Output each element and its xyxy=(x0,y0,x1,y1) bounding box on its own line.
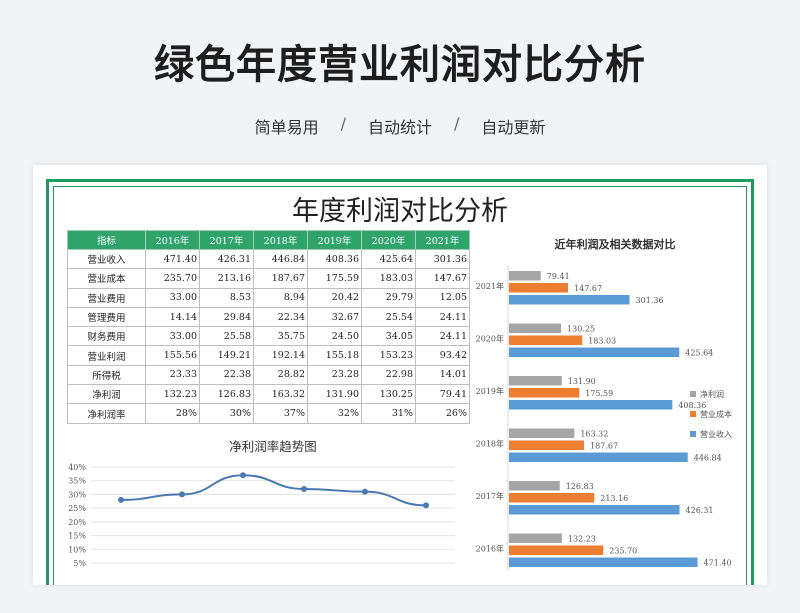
header-cell: 指标 xyxy=(67,230,146,250)
value-cell: 301.36 xyxy=(415,248,470,270)
bar-0 xyxy=(509,533,562,543)
bar-0 xyxy=(509,428,575,438)
value-cell: 79.41 xyxy=(415,384,470,405)
tag-separator: / xyxy=(454,114,460,133)
table-row: 净利润率 28% 30% 37% 32% 31% 26% xyxy=(67,403,470,424)
bar-1 xyxy=(509,440,585,450)
net-margin-point xyxy=(118,496,124,503)
legend-swatch xyxy=(690,391,696,397)
feature-tags: 简单易用 / 自动统计 / 自动更新 xyxy=(0,114,800,138)
net-margin-line xyxy=(120,474,427,507)
table-row: 管理费用 14.14 29.84 22.34 32.67 25.54 24.11 xyxy=(67,306,470,328)
bar-value-label: 126.83 xyxy=(566,482,594,491)
category-label: 2019年 xyxy=(476,386,504,396)
bar-value-label: 163.32 xyxy=(580,430,608,439)
bar-value-label: 130.25 xyxy=(567,325,595,334)
bar-0 xyxy=(509,481,560,491)
net-margin-point xyxy=(179,491,185,498)
bar-value-label: 132.23 xyxy=(568,535,596,544)
tag-separator: / xyxy=(340,114,346,133)
y-tick-label: 25% xyxy=(68,504,86,513)
tag-easy: 简单易用 xyxy=(254,118,319,137)
category-label: 2018年 xyxy=(476,439,504,449)
header-cell: 2020年 xyxy=(361,230,416,250)
bar-1 xyxy=(509,335,583,345)
category-label: 2021年 xyxy=(476,281,504,291)
bar-1 xyxy=(509,283,569,293)
y-tick-label: 30% xyxy=(68,490,86,499)
legend-label: 净利润 xyxy=(700,389,724,399)
bar-chart-title: 近年利润及相关数据对比 xyxy=(555,237,676,251)
charts-layer: 净利润率趋势图 40% 35% 30% 25% 20% 15% 10% 5% 近年利润及相关数据对… xyxy=(68,237,732,571)
bar-0 xyxy=(509,323,562,333)
bar-0 xyxy=(509,376,562,386)
tag-auto-update: 自动更新 xyxy=(481,118,546,137)
legend-swatch xyxy=(690,411,696,417)
y-tick-label: 10% xyxy=(68,545,86,554)
line-chart-title: 净利润率趋势图 xyxy=(229,439,317,454)
header-cell: 2019年 xyxy=(307,230,362,250)
sheet-title: 年度利润对比分析 xyxy=(292,196,508,227)
green-frame-inner xyxy=(53,186,747,585)
bar-value-label: 175.59 xyxy=(585,389,613,398)
header-cell: 2018年 xyxy=(253,230,308,250)
profit-table: 指标 2016年 2017年 2018年 2019年 2020年 2021年 营… xyxy=(67,230,470,424)
green-frame xyxy=(46,179,754,585)
hero-title: 绿色年度营业利润对比分析 xyxy=(154,42,646,88)
y-tick-label: 5% xyxy=(73,559,86,568)
net-margin-point xyxy=(301,485,307,492)
tag-auto-stats: 自动统计 xyxy=(367,118,432,137)
bar-2 xyxy=(509,505,680,515)
value-cell: 37% xyxy=(253,403,308,424)
category-label: 2020年 xyxy=(476,334,504,344)
legend-swatch xyxy=(690,431,696,437)
bar-value-label: 213.16 xyxy=(600,494,628,503)
bar-1 xyxy=(509,545,604,555)
bar-value-label: 426.31 xyxy=(686,506,714,515)
net-margin-point xyxy=(423,502,429,509)
bar-1 xyxy=(509,388,580,398)
spreadsheet-preview: 年度利润对比分析 指标 2016年 2017年 2018年 2019年 2020… xyxy=(33,165,767,585)
value-cell: 28% xyxy=(145,403,200,424)
bar-2 xyxy=(509,557,698,567)
bar-value-label: 425.64 xyxy=(685,349,713,358)
bar-value-label: 183.03 xyxy=(588,337,616,346)
bar-1 xyxy=(509,493,595,503)
bar-value-label: 408.36 xyxy=(678,401,706,410)
net-margin-point xyxy=(362,488,368,495)
bar-value-label: 79.41 xyxy=(547,272,570,281)
y-tick-label: 35% xyxy=(68,477,86,486)
bar-value-label: 446.84 xyxy=(694,454,722,463)
bar-2 xyxy=(509,400,673,410)
bar-0 xyxy=(509,271,541,281)
bar-2 xyxy=(509,295,630,305)
bar-value-label: 147.67 xyxy=(574,284,602,293)
bar-value-label: 131.90 xyxy=(568,377,596,386)
y-tick-label: 15% xyxy=(68,532,86,541)
bar-value-label: 471.40 xyxy=(704,559,732,568)
value-cell: 26% xyxy=(415,403,470,424)
net-margin-point xyxy=(240,472,246,479)
bar-2 xyxy=(509,347,680,357)
category-label: 2016年 xyxy=(476,544,504,554)
value-cell: 31% xyxy=(361,403,416,424)
value-cell: 30% xyxy=(199,403,254,424)
header-cell: 2021年 xyxy=(415,230,470,250)
bar-value-label: 187.67 xyxy=(590,442,618,451)
legend-label: 营业收入 xyxy=(700,429,732,439)
category-label: 2017年 xyxy=(476,491,504,501)
bar-value-label: 235.70 xyxy=(609,547,637,556)
bar-2 xyxy=(509,452,688,462)
y-tick-label: 20% xyxy=(68,518,86,527)
table-row: 净利润 132.23 126.83 163.32 131.90 130.25 79.41 xyxy=(67,384,470,405)
legend-label: 营业成本 xyxy=(700,409,732,419)
bar-value-label: 301.36 xyxy=(636,296,664,305)
y-tick-label: 40% xyxy=(68,463,86,472)
